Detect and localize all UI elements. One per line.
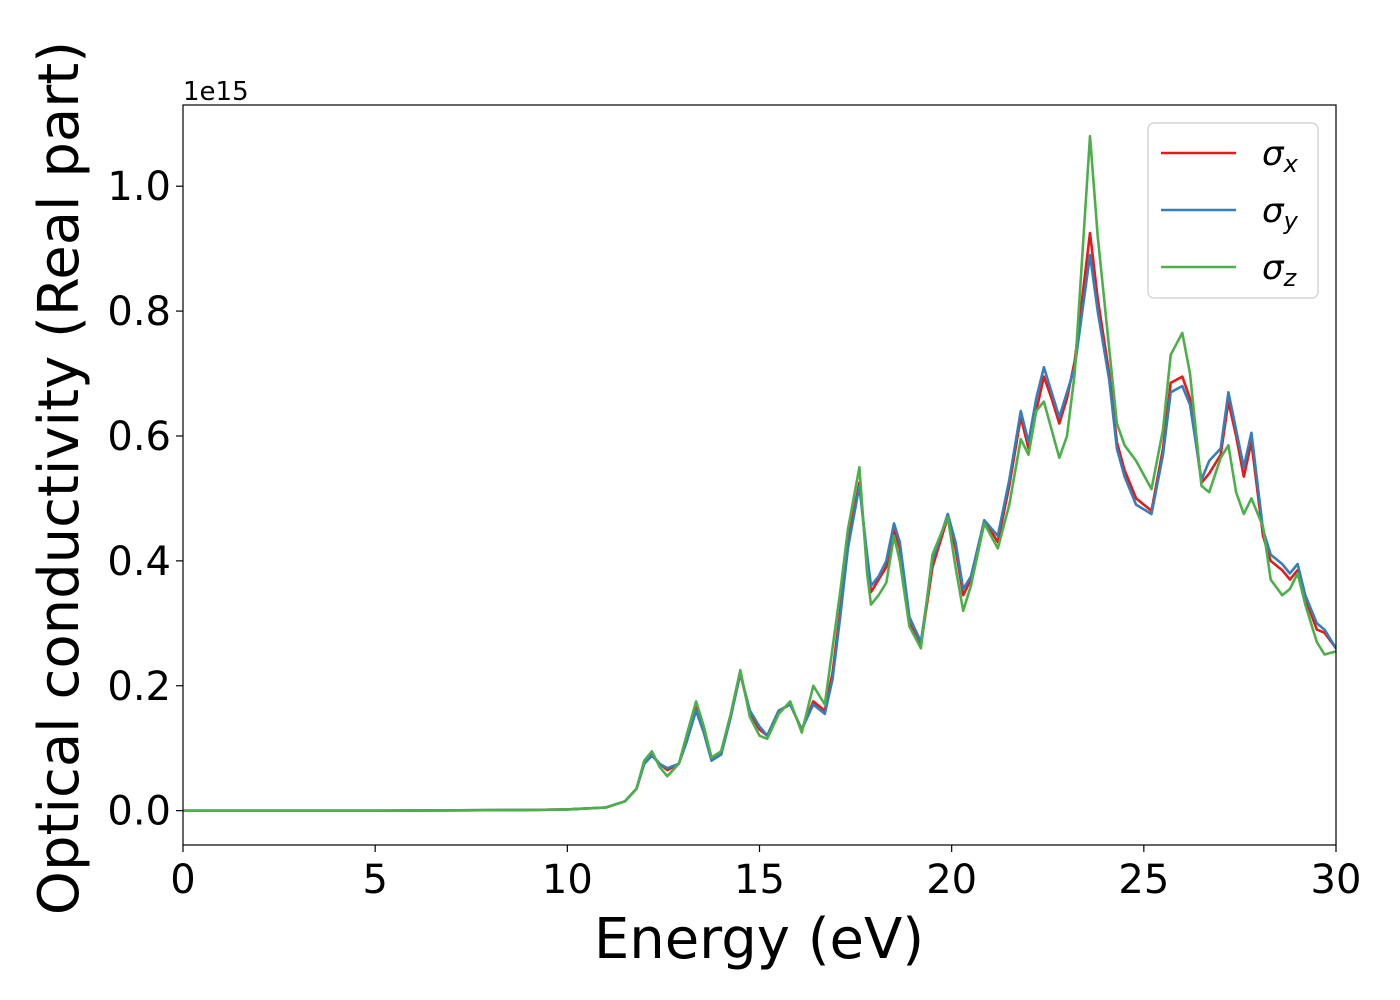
x-tick-label: 30 [1311,857,1362,903]
legend-label-y: σy [1262,191,1299,235]
series-layer [183,134,1336,813]
x-tick-label: 25 [1118,857,1169,903]
series-line-z [183,134,1336,813]
x-axis: 0 5 10 15 20 25 30 [170,845,1361,903]
x-tick-label: 10 [542,857,593,903]
legend-label-x: σx [1262,134,1299,178]
x-axis-title: Energy (eV) [594,907,924,972]
y-axis: 0.0 0.2 0.4 0.6 0.8 1.0 [107,164,183,835]
y-tick-label: 0.0 [107,789,171,835]
y-tick-label: 0.6 [107,414,171,460]
x-tick-label: 0 [170,857,195,903]
y-axis-title: Optical conductivity (Real part) [27,41,92,915]
x-tick-label: 15 [734,857,785,903]
y-offset-label: 1e15 [183,77,249,107]
y-tick-label: 1.0 [107,164,171,210]
x-tick-label: 20 [926,857,977,903]
y-tick-label: 0.2 [107,664,171,710]
x-tick-label: 5 [362,857,387,903]
legend: σx σy σz [1147,122,1319,299]
y-tick-label: 0.4 [107,539,171,585]
y-tick-label: 0.8 [107,289,171,335]
legend-label-z: σz [1262,248,1298,292]
series-line-y [183,253,1336,813]
